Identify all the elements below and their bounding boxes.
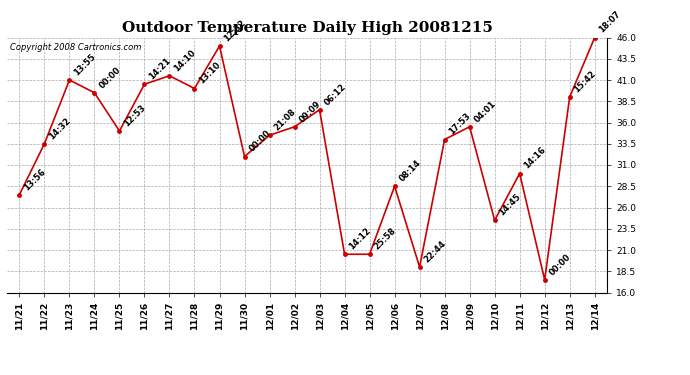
Text: 00:00: 00:00 [97,65,122,90]
Text: 13:55: 13:55 [72,52,97,77]
Text: 08:14: 08:14 [397,158,422,183]
Text: 14:10: 14:10 [172,48,197,73]
Text: 14:32: 14:32 [47,116,72,141]
Text: 21:08: 21:08 [273,107,297,132]
Text: 17:53: 17:53 [447,111,473,137]
Text: 06:12: 06:12 [322,82,348,107]
Text: 00:00: 00:00 [247,129,273,154]
Text: 04:01: 04:01 [473,99,497,124]
Text: 18:07: 18:07 [598,10,622,35]
Text: 25:58: 25:58 [373,226,397,252]
Text: 00:00: 00:00 [547,252,573,277]
Text: 14:21: 14:21 [147,56,172,81]
Text: 14:45: 14:45 [497,192,523,217]
Text: 14:16: 14:16 [522,146,548,171]
Text: 15:42: 15:42 [573,69,598,94]
Text: 09:09: 09:09 [297,99,322,124]
Text: 13:56: 13:56 [22,167,48,192]
Text: 22:44: 22:44 [422,239,448,264]
Title: Outdoor Temperature Daily High 20081215: Outdoor Temperature Daily High 20081215 [121,21,493,35]
Text: 14:12: 14:12 [347,226,373,252]
Text: Copyright 2008 Cartronics.com: Copyright 2008 Cartronics.com [10,43,141,52]
Text: 13:10: 13:10 [197,60,222,86]
Text: 12:53: 12:53 [122,103,148,128]
Text: 12:32: 12:32 [222,18,248,43]
